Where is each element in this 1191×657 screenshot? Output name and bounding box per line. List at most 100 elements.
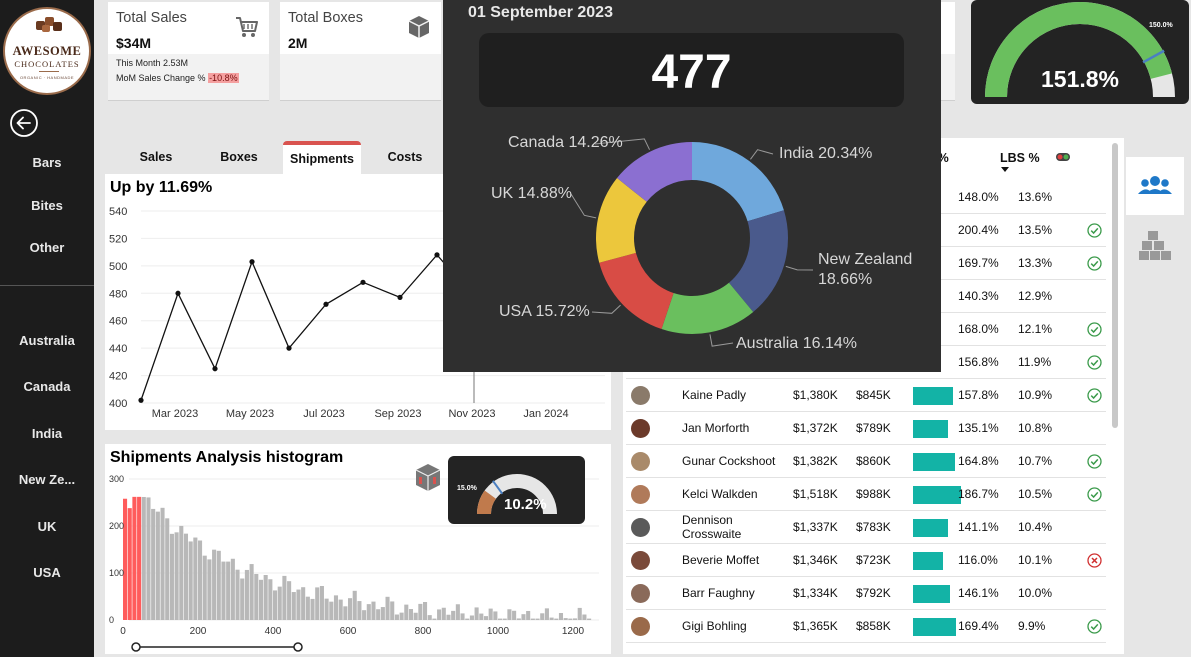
histogram-bar[interactable]	[587, 618, 592, 620]
line-point[interactable]	[397, 294, 403, 300]
histogram-bar[interactable]	[165, 518, 170, 620]
histogram-bar[interactable]	[563, 618, 568, 620]
histogram-bar[interactable]	[385, 596, 390, 620]
histogram-bar[interactable]	[230, 558, 235, 620]
histogram-bar[interactable]	[132, 496, 137, 620]
histogram-bar[interactable]	[291, 592, 296, 620]
histogram-bar[interactable]	[169, 533, 174, 620]
histogram-bar[interactable]	[268, 579, 273, 620]
histogram-bar[interactable]	[488, 608, 493, 620]
histogram-bar[interactable]	[179, 525, 184, 620]
histogram-bar[interactable]	[530, 618, 535, 620]
filter-other[interactable]: Other	[29, 240, 65, 255]
tab-costs[interactable]: Costs	[387, 150, 423, 164]
tab-shipments[interactable]: Shipments	[283, 141, 361, 176]
histogram-bar[interactable]	[432, 618, 437, 620]
tab-boxes[interactable]: Boxes	[220, 150, 258, 164]
histogram-bar[interactable]	[216, 550, 221, 620]
histogram-bar[interactable]	[399, 612, 404, 620]
line-point[interactable]	[434, 252, 440, 258]
histogram-bar[interactable]	[493, 611, 498, 620]
histogram-bar[interactable]	[319, 586, 324, 620]
histogram-bar[interactable]	[498, 618, 503, 620]
histogram-bar[interactable]	[446, 614, 451, 620]
table-row[interactable]: Gigi Bohling $1,365K $858K 169.4% 9.9%	[626, 610, 1106, 643]
filter-india[interactable]: India	[31, 426, 63, 441]
histogram-bar[interactable]	[212, 549, 217, 620]
histogram-bar[interactable]	[315, 587, 320, 620]
back-arrow-icon[interactable]	[9, 108, 39, 138]
histogram-bar[interactable]	[287, 581, 292, 620]
histogram-bar[interactable]	[418, 603, 423, 620]
histogram-bar[interactable]	[526, 610, 531, 620]
table-row[interactable]: Gunar Cockshoot $1,382K $860K 164.8% 10.7%	[626, 445, 1106, 478]
line-point[interactable]	[175, 290, 181, 296]
table-row[interactable]: Beverie Moffet $1,346K $723K 116.0% 10.1%	[626, 544, 1106, 577]
histogram-bar[interactable]	[183, 533, 189, 620]
histogram-bar[interactable]	[366, 604, 371, 620]
histogram-bar[interactable]	[193, 537, 198, 620]
histogram-bar[interactable]	[160, 507, 165, 620]
donut-slice-canada[interactable]	[617, 142, 692, 202]
histogram-bar[interactable]	[146, 497, 151, 620]
line-point[interactable]	[360, 279, 366, 285]
filter-canada[interactable]: Canada	[23, 379, 71, 394]
histogram-bar[interactable]	[226, 561, 231, 620]
line-point[interactable]	[323, 301, 329, 307]
histogram-bar[interactable]	[202, 555, 207, 620]
donut-slice-uk[interactable]	[596, 178, 647, 263]
histogram-bar[interactable]	[582, 614, 587, 620]
histogram-bar[interactable]	[127, 508, 132, 620]
histogram-bar[interactable]	[310, 598, 315, 620]
filter-australia[interactable]: Australia	[19, 333, 75, 348]
filter-bars[interactable]: Bars	[32, 155, 62, 170]
histogram-bar[interactable]	[423, 602, 428, 620]
histogram-bar[interactable]	[376, 609, 381, 620]
histogram-bar[interactable]	[455, 604, 460, 620]
histogram-bar[interactable]	[404, 604, 409, 620]
line-point[interactable]	[212, 366, 218, 372]
line-point[interactable]	[249, 259, 255, 265]
histogram-bar[interactable]	[558, 613, 564, 620]
histogram-bar[interactable]	[352, 590, 357, 620]
histogram-bar[interactable]	[512, 610, 517, 620]
histogram-bar[interactable]	[474, 607, 479, 620]
histogram-bar[interactable]	[338, 599, 343, 620]
histogram-bar[interactable]	[235, 569, 240, 620]
filter-new-zealand[interactable]: New Ze...	[18, 472, 76, 487]
filter-uk[interactable]: UK	[37, 519, 57, 534]
histogram-bar[interactable]	[348, 598, 353, 620]
histogram-bar[interactable]	[554, 618, 559, 620]
histogram-bar[interactable]	[544, 608, 549, 620]
histogram-bar[interactable]	[301, 587, 306, 620]
line-point[interactable]	[286, 345, 292, 351]
table-row[interactable]: Kaine Padly $1,380K $845K 157.8% 10.9%	[626, 379, 1106, 412]
histogram-bar[interactable]	[507, 609, 512, 620]
histogram-bar[interactable]	[296, 589, 301, 620]
histogram-bar[interactable]	[465, 618, 470, 620]
histogram-bar[interactable]	[155, 511, 160, 620]
histogram-bar[interactable]	[469, 615, 474, 620]
table-scrollbar[interactable]	[1112, 143, 1118, 428]
table-row[interactable]: Barr Faughny $1,334K $792K 146.1% 10.0%	[626, 577, 1106, 610]
histogram-bar[interactable]	[357, 601, 362, 620]
histogram-bar[interactable]	[521, 614, 526, 620]
histogram-bar[interactable]	[329, 601, 334, 620]
histogram-bar[interactable]	[151, 508, 156, 620]
histogram-bar[interactable]	[137, 496, 142, 620]
histogram-bar[interactable]	[483, 616, 489, 620]
col-header-lbs[interactable]: LBS %	[1000, 151, 1040, 165]
histogram-bar[interactable]	[568, 618, 573, 620]
histogram-bar[interactable]	[123, 498, 128, 620]
histogram-bar[interactable]	[460, 613, 465, 620]
histogram-bar[interactable]	[305, 596, 310, 620]
histogram-bar[interactable]	[244, 569, 249, 620]
histogram-bar[interactable]	[408, 609, 414, 620]
histogram-bar[interactable]	[198, 540, 203, 620]
people-page-button[interactable]	[1126, 157, 1184, 215]
histogram-bar[interactable]	[188, 541, 193, 620]
donut-slice-india[interactable]	[692, 142, 784, 222]
histogram-bar[interactable]	[273, 590, 278, 620]
histogram-bar[interactable]	[540, 613, 545, 620]
range-slider-min-handle[interactable]	[131, 642, 141, 652]
